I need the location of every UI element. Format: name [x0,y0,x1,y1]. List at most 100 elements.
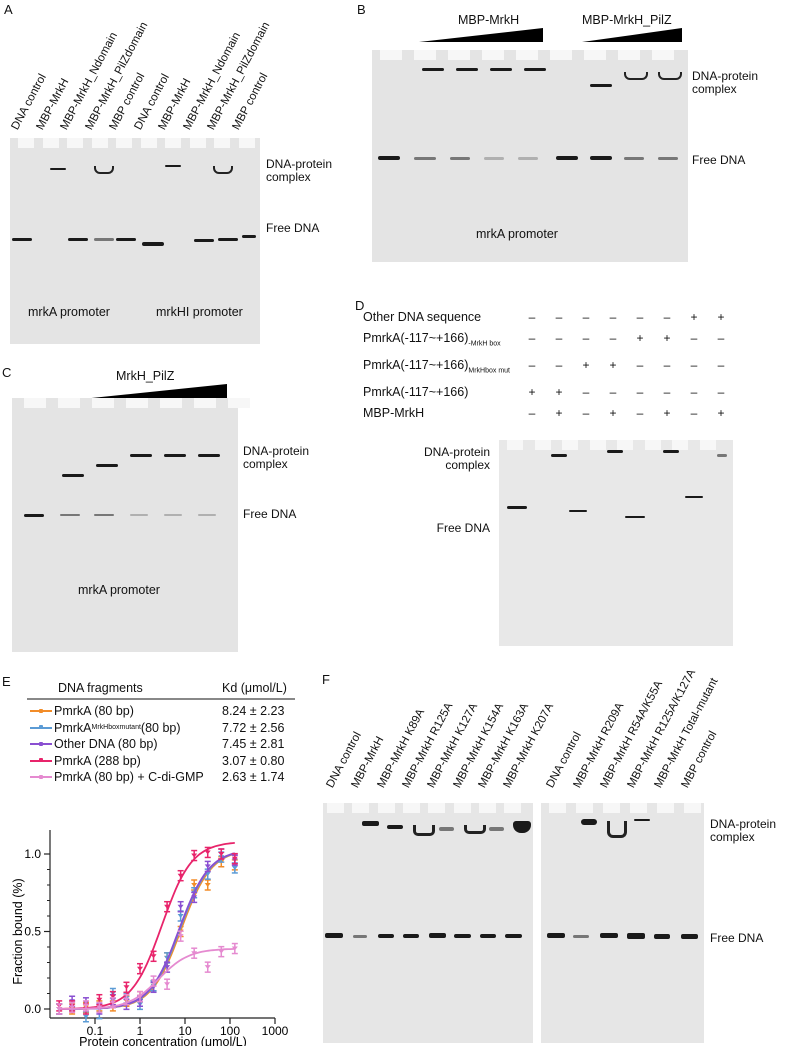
condition-value: – [690,358,698,372]
legend-label: PmrkA (80 bp) + C-di-GMP [54,770,204,784]
panel-b-complex-label-2: complex [692,82,737,96]
gel-well [352,803,370,813]
band [547,933,565,938]
data-point [69,1005,76,1010]
gel-well [160,398,182,408]
fit-curve [59,948,235,1010]
band [624,157,644,160]
data-point [109,994,116,999]
gel-well [550,50,572,60]
gel-well [584,50,606,60]
band [681,934,698,939]
band [403,934,419,938]
condition-value: – [636,358,644,372]
panel-f-gel-right [541,803,704,1043]
gel-well [448,50,470,60]
x-tick-label: 1000 [262,1024,289,1038]
band [634,819,650,821]
data-point [164,904,171,909]
condition-value: + [717,310,725,324]
band [218,238,238,241]
panel-e-table-header-kd: Kd (μmol/L) [222,681,287,695]
band [581,819,597,825]
panel-c-letter: C [2,365,12,380]
panel-c-gel: mrkA promoter [12,398,250,652]
band [12,238,32,241]
band [198,514,216,516]
band [658,157,678,160]
panel-c-promoter: mrkA promoter [78,583,160,597]
y-axis-label: Fraction bound (%) [11,878,25,984]
condition-value: – [636,310,644,324]
y-tick-label: 1.0 [24,847,41,861]
condition-name: PmrkA(-117~+166) [363,331,469,345]
legend-label: PmrkA [54,720,92,735]
condition-name: PmrkA(-117~+166) [363,358,469,372]
gel-well [478,803,496,813]
panel-f-letter: F [322,672,330,687]
panel-a-complex-label-1: DNA-protein [266,157,333,171]
x-tick-label: 10 [178,1024,192,1038]
condition-value: – [717,385,725,399]
condition-value: – [663,358,671,372]
legend-label: PmrkA (80 bp) [54,704,134,718]
band [569,510,587,512]
data-point [191,883,198,887]
band [68,238,88,241]
condition-value: + [663,406,671,420]
legend-line-marker-icon [30,725,52,729]
gel-well [618,50,640,60]
band [456,68,478,71]
band [507,506,527,509]
gel-well [414,50,436,60]
band [607,821,627,838]
data-point [56,1007,63,1011]
gel-well [549,803,566,813]
legend-kd-value: 8.24 ± 2.23 [222,704,285,718]
panel-c-free-dna-label: Free DNA [243,507,297,521]
gel-well [699,440,716,450]
data-point [177,873,184,878]
panel-e-table-rule [27,698,295,700]
band [362,821,379,826]
legend-item: PmrkA (80 bp) [30,704,134,718]
panel-d-free-dna-label: Free DNA [436,521,490,535]
gel-well [58,398,80,408]
gel-well [652,50,674,60]
gel-well [603,803,620,813]
gel-well [91,138,108,148]
condition-value: – [555,331,563,345]
band [213,166,233,174]
data-point [109,1000,116,1005]
legend-label: Other DNA (80 bp) [54,737,158,751]
gel-well [428,803,446,813]
condition-value: + [582,358,590,372]
gel-well [18,138,34,148]
data-point [191,951,198,956]
panel-b-complex-label-1: DNA-protein [692,69,759,83]
panel-b-promoter: mrkA promoter [476,227,558,241]
condition-label: Other DNA sequence [363,310,481,324]
data-point [96,1005,103,1010]
band [94,514,114,516]
legend-label: PmrkA (288 bp) [54,753,141,768]
data-point [82,1014,89,1019]
band [414,157,436,160]
band [600,933,618,938]
band [194,239,214,242]
legend-line-marker-icon [30,741,52,746]
band [94,166,114,174]
band [524,68,546,71]
data-point [204,965,211,970]
band [551,454,567,457]
condition-value: + [609,406,617,420]
panel-b-group-right: MBP-MrkH_PilZ [582,13,672,27]
condition-value: – [663,310,671,324]
condition-value: – [717,358,725,372]
condition-label: PmrkA(-117~+166) [363,385,468,399]
band [62,474,84,477]
gel-well [507,440,523,450]
band [717,454,727,457]
legend-line-marker-icon [30,708,52,713]
